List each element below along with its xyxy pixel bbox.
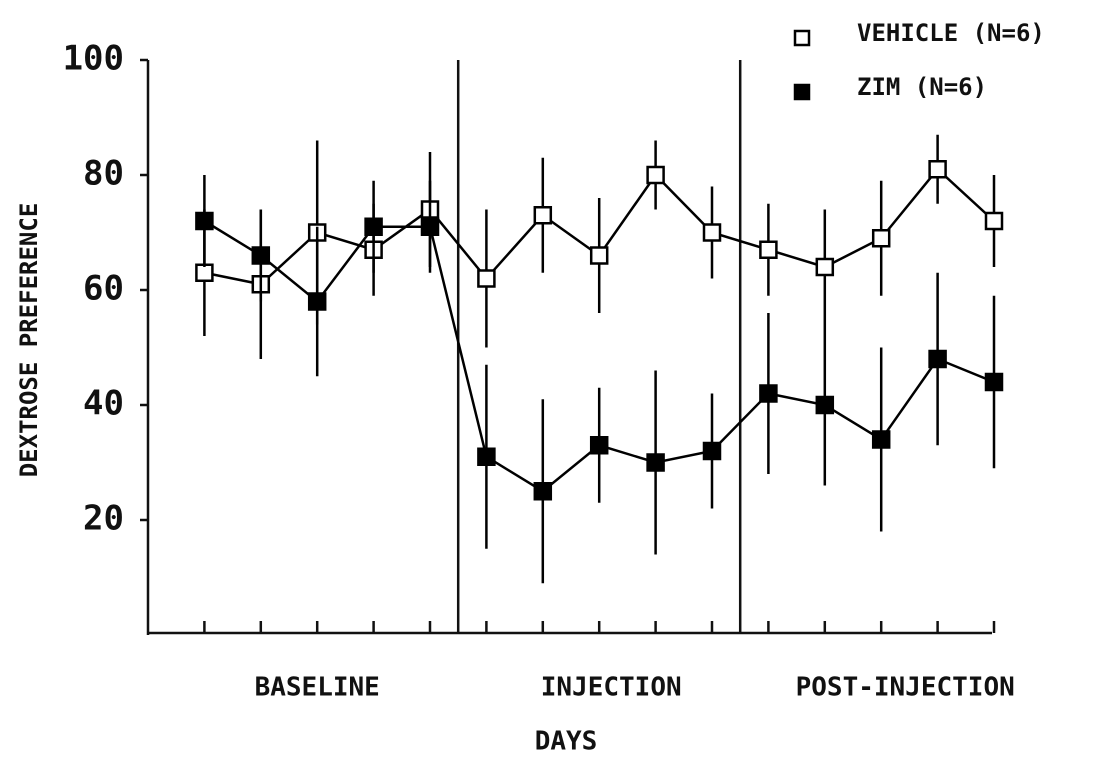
marker <box>589 246 609 265</box>
marker <box>589 436 609 455</box>
marker <box>251 246 271 265</box>
marker <box>702 223 722 242</box>
legend-marker <box>793 29 811 47</box>
marker <box>702 441 722 461</box>
legend-label: VEHICLE (N=6) <box>857 19 1045 47</box>
marker <box>307 292 327 311</box>
marker <box>759 240 778 259</box>
marker <box>815 395 835 415</box>
marker <box>420 217 440 236</box>
marker <box>477 269 496 288</box>
x-axis-label: DAYS <box>535 727 598 757</box>
marker <box>815 257 835 277</box>
marker <box>984 211 1004 231</box>
y-tick-label: 60 <box>83 269 124 309</box>
marker <box>871 229 891 248</box>
x-group-label: BASELINE <box>255 673 380 703</box>
legend-label: ZIM (N=6) <box>857 73 987 101</box>
marker <box>533 482 553 501</box>
marker <box>646 453 665 472</box>
y-tick-label: 20 <box>83 499 124 539</box>
marker <box>533 206 553 225</box>
legend-marker <box>793 83 811 101</box>
marker <box>984 372 1004 392</box>
marker <box>646 165 665 185</box>
marker <box>928 160 947 179</box>
marker <box>759 384 778 403</box>
marker <box>364 217 383 236</box>
marker <box>195 211 214 231</box>
y-axis-label: DEXTROSE PREFERENCE <box>15 203 43 478</box>
marker <box>928 349 947 369</box>
x-group-label: POST-INJECTION <box>796 673 1015 703</box>
y-tick-label: 100 <box>63 39 124 79</box>
x-group-label: INJECTION <box>541 673 682 703</box>
marker <box>477 447 496 466</box>
marker <box>871 430 891 449</box>
y-tick-label: 40 <box>83 384 124 424</box>
marker <box>195 263 214 282</box>
y-tick-label: 80 <box>83 154 124 194</box>
